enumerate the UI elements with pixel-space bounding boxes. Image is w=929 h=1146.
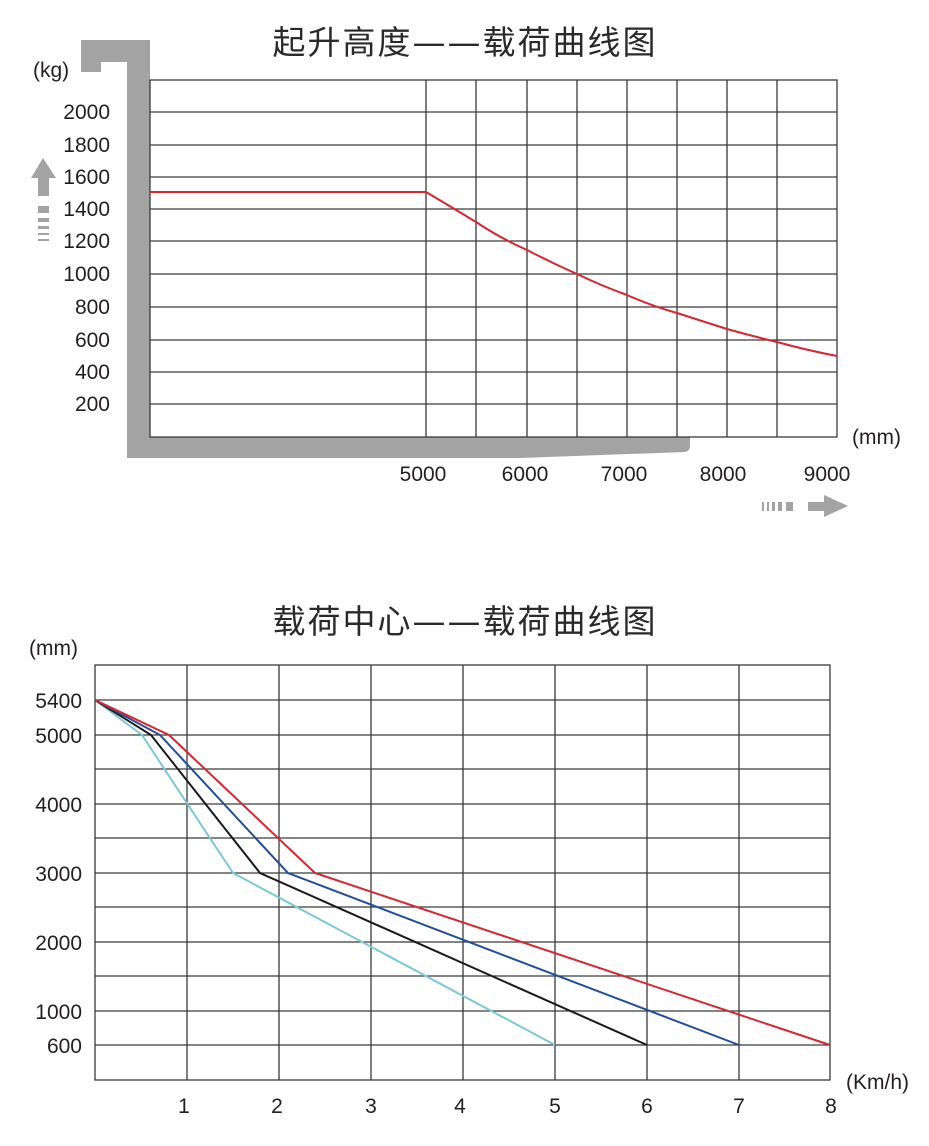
- bottom-y-tick: 5400: [35, 690, 82, 713]
- top-y-tick: 1400: [63, 198, 110, 221]
- bottom-x-tick: 3: [365, 1095, 377, 1118]
- top-x-tick: 5000: [400, 463, 447, 486]
- bottom-y-tick: 3000: [35, 863, 82, 886]
- bottom-x-tick: 4: [454, 1095, 466, 1118]
- bottom-chart-title: 载荷中心——载荷曲线图: [273, 602, 658, 641]
- bottom-x-tick: 5: [549, 1095, 561, 1118]
- bottom-y-unit: (mm): [29, 637, 78, 660]
- curve-red: [94, 699, 831, 1046]
- top-x-tick: 9000: [804, 463, 851, 486]
- top-y-tick: 800: [75, 296, 110, 319]
- top-y-tick: 1000: [63, 263, 110, 286]
- bottom-x-unit: (Km/h): [846, 1071, 909, 1094]
- bottom-chart-grid: [94, 664, 831, 1081]
- top-y-unit: (kg): [33, 59, 69, 82]
- bottom-x-tick: 7: [733, 1095, 745, 1118]
- bottom-x-tick: 8: [825, 1095, 837, 1118]
- axis-bracket: [81, 40, 690, 458]
- top-chart-title: 起升高度——载荷曲线图: [273, 23, 658, 62]
- arrow-right-icon: [762, 495, 848, 517]
- bottom-y-tick: 4000: [35, 794, 82, 817]
- curve-light-blue: [94, 699, 556, 1046]
- bottom-y-tick: 1000: [35, 1001, 82, 1024]
- top-x-unit: (mm): [852, 426, 901, 449]
- curve-blue: [94, 699, 740, 1046]
- top-y-tick: 1200: [63, 230, 110, 253]
- bottom-x-tick: 2: [271, 1095, 283, 1118]
- top-y-tick: 1600: [63, 166, 110, 189]
- top-x-tick: 6000: [502, 463, 549, 486]
- top-load-curve: [150, 191, 838, 357]
- top-y-tick: 1800: [63, 134, 110, 157]
- top-chart-grid: [149, 79, 838, 438]
- top-y-tick: 400: [75, 361, 110, 384]
- top-y-tick: 600: [75, 329, 110, 352]
- bottom-x-tick: 6: [641, 1095, 653, 1118]
- arrow-up-icon: [31, 158, 56, 241]
- top-x-tick: 7000: [601, 463, 648, 486]
- curve-black: [94, 699, 648, 1046]
- bottom-y-tick: 600: [47, 1035, 82, 1058]
- bottom-y-tick: 2000: [35, 932, 82, 955]
- top-y-tick: 200: [75, 393, 110, 416]
- top-x-tick: 8000: [700, 463, 747, 486]
- top-y-tick: 2000: [63, 101, 110, 124]
- bottom-y-tick: 5000: [35, 725, 82, 748]
- bottom-x-tick: 1: [178, 1095, 190, 1118]
